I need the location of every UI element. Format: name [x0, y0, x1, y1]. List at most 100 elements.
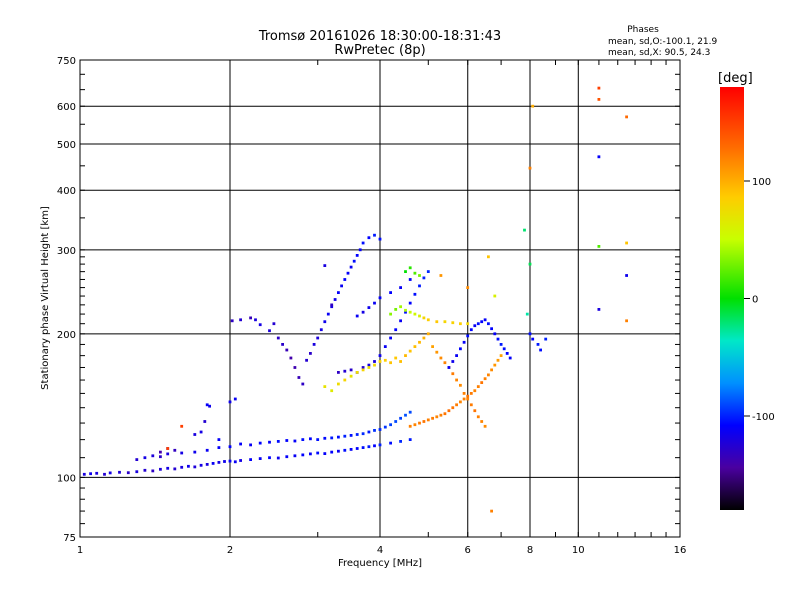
data-point [378, 443, 382, 447]
colorbar-ticks: 100 0 -100 [744, 177, 775, 423]
data-point [431, 345, 434, 348]
data-point [378, 428, 382, 431]
data-point [597, 155, 601, 159]
data-point [166, 466, 170, 470]
data-point [217, 461, 221, 464]
data-point [487, 373, 490, 377]
data-point [228, 400, 232, 404]
y-axis-ticks: 75 100 200 300 400 500 600 750 [57, 56, 680, 544]
data-point [193, 465, 197, 469]
data-point [373, 360, 376, 363]
data-point [239, 442, 242, 446]
y-axis-label: Stationary phase Virtual Height [km] [40, 206, 51, 390]
data-point [597, 86, 601, 90]
data-point [443, 320, 447, 324]
data-point [346, 271, 350, 275]
data-point [135, 470, 139, 474]
data-point [447, 366, 451, 369]
data-point [525, 312, 529, 316]
data-point [249, 458, 252, 461]
data-point [361, 446, 365, 449]
data-point [239, 318, 242, 322]
data-point [378, 354, 382, 357]
data-point [180, 465, 184, 469]
data-point [159, 455, 162, 459]
data-point [349, 448, 353, 451]
data-point [394, 308, 398, 311]
colorbar-tick-label: 0 [752, 295, 758, 306]
data-point [285, 439, 289, 442]
data-point [418, 284, 421, 288]
data-point [408, 301, 412, 305]
data-point [422, 336, 426, 340]
data-point [451, 360, 455, 363]
data-point [426, 270, 430, 273]
data-point [268, 440, 271, 444]
data-point [355, 433, 359, 436]
colorbar-tick-label: 100 [752, 177, 771, 188]
data-point [211, 462, 215, 465]
data-point [166, 447, 170, 450]
data-point [480, 320, 484, 324]
data-point [493, 332, 497, 336]
data-point [143, 456, 147, 460]
data-point [455, 403, 458, 407]
data-point [272, 322, 276, 326]
data-point [625, 115, 628, 119]
data-point [413, 292, 417, 296]
x-axis-label: Frequency [MHz] [338, 558, 422, 569]
data-point [418, 314, 421, 318]
data-point [447, 409, 451, 413]
data-point [483, 318, 487, 322]
data-point [413, 345, 417, 348]
data-point [418, 274, 421, 277]
data-point [373, 233, 376, 237]
data-point [476, 415, 480, 419]
data-point [408, 278, 412, 281]
data-point [361, 366, 365, 369]
y-tick-label: 500 [57, 140, 76, 151]
data-point [378, 360, 382, 363]
data-point [205, 463, 209, 466]
data-point [418, 340, 421, 344]
data-point [389, 336, 392, 340]
y-tick-label: 75 [63, 533, 76, 544]
data-point [399, 416, 402, 420]
data-point [408, 410, 412, 414]
data-point [483, 424, 487, 428]
data-point [480, 420, 484, 423]
data-point [203, 420, 207, 423]
data-point [249, 443, 252, 447]
data-point [439, 274, 443, 277]
stats-line-o: mean, sd,O:-100.1, 21.9 [608, 37, 718, 47]
data-point [462, 397, 466, 401]
data-point [319, 328, 323, 332]
data-point [228, 445, 232, 449]
data-point [499, 343, 503, 346]
data-point [451, 406, 455, 410]
data-point [469, 328, 473, 332]
data-point [254, 318, 257, 322]
data-point [455, 354, 458, 357]
data-point [473, 389, 477, 393]
data-point [89, 472, 92, 476]
data-point [337, 449, 340, 453]
data-point [108, 471, 112, 475]
data-point [180, 424, 184, 428]
data-point [389, 312, 392, 316]
data-point [435, 320, 439, 324]
data-point [355, 254, 359, 257]
data-point [323, 385, 327, 388]
data-point [389, 361, 392, 365]
data-point [422, 316, 426, 320]
data-point [323, 264, 327, 267]
data-point [399, 305, 402, 309]
data-point [490, 327, 493, 331]
data-point [394, 328, 398, 332]
data-point [316, 336, 320, 340]
data-point [349, 265, 353, 269]
data-point [187, 464, 190, 468]
data-point [367, 236, 371, 240]
data-point [480, 381, 484, 384]
data-point [408, 310, 412, 314]
